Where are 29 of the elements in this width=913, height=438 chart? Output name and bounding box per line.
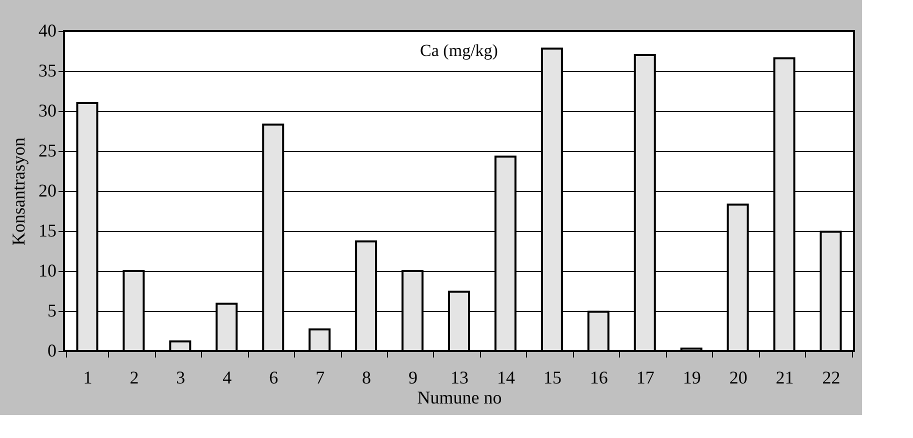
x-tick-label: 19 (682, 368, 701, 388)
y-tick-label: 0 (48, 340, 56, 360)
x-tick-label: 4 (222, 368, 232, 388)
y-tick-label: 35 (38, 60, 56, 80)
x-tick-label: 13 (450, 368, 468, 388)
y-tick-label: 20 (38, 180, 56, 200)
x-tick-label: 16 (590, 368, 608, 388)
x-tick-label: 9 (408, 368, 418, 388)
x-tick-label: 17 (636, 368, 654, 388)
x-tick-label: 6 (269, 368, 278, 388)
x-tick-label: 14 (496, 368, 515, 388)
x-tick-label: 20 (729, 368, 748, 388)
x-tick-label: 22 (822, 368, 840, 388)
x-tick-label: 15 (543, 368, 562, 388)
x-tick-label: 2 (130, 368, 139, 388)
text: Ca (mg/kg) (420, 41, 498, 60)
x-tick-label: 7 (316, 368, 325, 388)
x-axis-title: Numune no (417, 388, 502, 408)
y-axis-title: Konsantrasyon (8, 138, 28, 246)
x-tick-label: 3 (176, 368, 186, 388)
y-tick-label: 25 (38, 140, 56, 160)
y-tick-label: 15 (38, 220, 56, 240)
y-tick-label: 30 (38, 100, 56, 120)
x-tick-label: 8 (362, 368, 372, 388)
y-tick-label: 5 (48, 300, 56, 320)
y-tick-label: 40 (38, 20, 56, 40)
y-tick-label: 10 (38, 260, 56, 280)
x-tick-label: 1 (83, 368, 92, 388)
x-tick-label: 21 (776, 368, 794, 388)
